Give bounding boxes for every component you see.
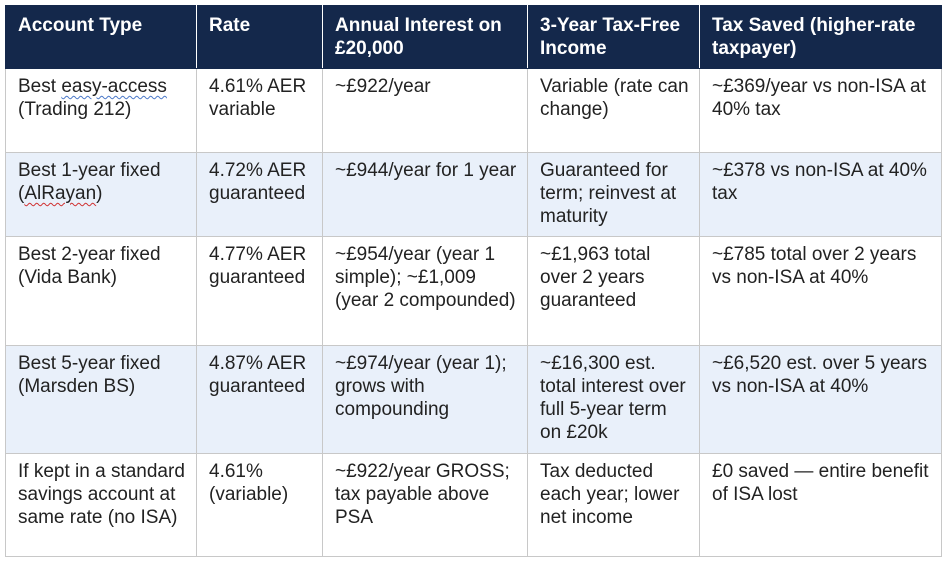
cell-account-type: Best easy-access (Trading 212) [5, 68, 197, 153]
cell-annual-interest: ~£974/year (year 1); grows with compound… [322, 345, 528, 454]
cell-three-year-income: ~£1,963 total over 2 years guaranteed [527, 236, 700, 346]
table-row: Best 1-year fixed (AlRayan) 4.72% AER gu… [5, 152, 942, 237]
cell-tax-saved: ~£6,520 est. over 5 years vs non-ISA at … [699, 345, 942, 454]
cell-rate: 4.61% (variable) [196, 453, 323, 557]
cell-annual-interest: ~£922/year GROSS; tax payable above PSA [322, 453, 528, 557]
spelling-flagged-word[interactable]: AlRayan [24, 183, 97, 204]
account-type-prefix: Best 1-year fixed ( [18, 160, 161, 204]
cell-three-year-income: ~£16,300 est. total interest over full 5… [527, 345, 700, 454]
cell-tax-saved: ~£378 vs non-ISA at 40% tax [699, 152, 942, 237]
grammar-flagged-word[interactable]: easy-access [61, 76, 167, 97]
header-rate: Rate [196, 5, 323, 69]
header-tax-saved: Tax Saved (higher-rate taxpayer) [699, 5, 942, 69]
table-row: If kept in a standard savings account at… [5, 453, 942, 557]
cell-rate: 4.72% AER guaranteed [196, 152, 323, 237]
account-type-suffix: ) [96, 183, 103, 204]
cell-annual-interest: ~£922/year [322, 68, 528, 153]
cell-rate: 4.61% AER variable [196, 68, 323, 153]
cell-annual-interest: ~£954/year (year 1 simple); ~£1,009 (yea… [322, 236, 528, 346]
table-body: Best easy-access (Trading 212) 4.61% AER… [5, 68, 942, 557]
table-row: Best 2-year fixed (Vida Bank) 4.77% AER … [5, 236, 942, 346]
cell-three-year-income: Tax deducted each year; lower net income [527, 453, 700, 557]
table-row: Best easy-access (Trading 212) 4.61% AER… [5, 68, 942, 153]
cell-three-year-income: Variable (rate can change) [527, 68, 700, 153]
cell-rate: 4.87% AER guaranteed [196, 345, 323, 454]
header-three-year-income: 3-Year Tax-Free Income [527, 5, 700, 69]
isa-comparison-table: Account Type Rate Annual Interest on £20… [5, 5, 942, 557]
cell-account-type: Best 2-year fixed (Vida Bank) [5, 236, 197, 346]
cell-account-type: Best 5-year fixed (Marsden BS) [5, 345, 197, 454]
account-type-prefix: Best 2-year fixed (Vida Bank) [18, 244, 161, 288]
account-type-prefix: Best [18, 76, 62, 97]
account-type-prefix: If kept in a standard savings account at… [18, 461, 185, 528]
cell-tax-saved: ~£369/year vs non-ISA at 40% tax [699, 68, 942, 153]
cell-annual-interest: ~£944/year for 1 year [322, 152, 528, 237]
table-row: Best 5-year fixed (Marsden BS) 4.87% AER… [5, 345, 942, 454]
cell-account-type: Best 1-year fixed (AlRayan) [5, 152, 197, 237]
table-header: Account Type Rate Annual Interest on £20… [5, 5, 942, 69]
cell-tax-saved: £0 saved — entire benefit of ISA lost [699, 453, 942, 557]
cell-rate: 4.77% AER guaranteed [196, 236, 323, 346]
header-row: Account Type Rate Annual Interest on £20… [5, 5, 942, 69]
header-annual-interest: Annual Interest on £20,000 [322, 5, 528, 69]
header-account-type: Account Type [5, 5, 197, 69]
account-type-suffix: (Trading 212) [18, 99, 132, 120]
cell-tax-saved: ~£785 total over 2 years vs non-ISA at 4… [699, 236, 942, 346]
cell-three-year-income: Guaranteed for term; reinvest at maturit… [527, 152, 700, 237]
account-type-prefix: Best 5-year fixed (Marsden BS) [18, 353, 161, 397]
cell-account-type: If kept in a standard savings account at… [5, 453, 197, 557]
